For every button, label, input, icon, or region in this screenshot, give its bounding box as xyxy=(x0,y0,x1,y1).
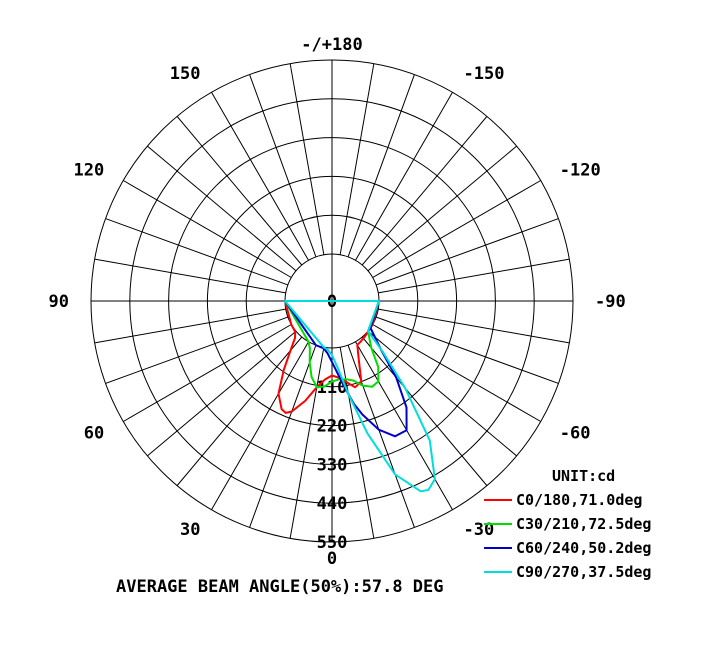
spoke-40 xyxy=(176,336,303,486)
legend-entry: C0/180,71.0deg xyxy=(516,491,642,509)
angle-label: -90 xyxy=(595,292,626,312)
spoke-280 xyxy=(378,308,570,344)
angle-label: 0 xyxy=(327,549,337,569)
spoke-120 xyxy=(123,180,292,278)
spoke-240 xyxy=(372,180,541,278)
spoke-300 xyxy=(372,324,541,422)
spoke-210 xyxy=(355,92,453,261)
spoke-250 xyxy=(375,218,559,286)
radial-tick-label: 110 xyxy=(317,378,348,398)
spoke-80 xyxy=(94,308,286,344)
spoke-230 xyxy=(367,145,517,272)
angle-labels: -/+180 150 120 90 60 30 0 -30 -60 -90 -120 -150 xyxy=(49,35,626,569)
angle-label: -30 xyxy=(464,520,495,540)
unit-label: UNIT:cd xyxy=(552,467,615,485)
legend: UNIT:cd C0/180,71.0deg C30/210,72.5deg C60… xyxy=(484,467,651,581)
spoke-140 xyxy=(176,116,303,266)
spoke-10 xyxy=(289,347,325,539)
angle-label: 90 xyxy=(49,292,69,312)
spoke-150 xyxy=(211,92,309,261)
spoke-320 xyxy=(361,336,488,486)
spoke-200 xyxy=(347,74,415,258)
angle-label: 150 xyxy=(170,64,201,84)
angle-label: 120 xyxy=(74,161,105,181)
spoke-290 xyxy=(375,316,559,384)
spoke-190 xyxy=(339,63,375,255)
angle-label: 60 xyxy=(84,424,104,444)
spoke-130 xyxy=(147,145,297,272)
angle-label: 30 xyxy=(180,520,200,540)
angle-label: -150 xyxy=(464,64,505,84)
spoke-340 xyxy=(347,344,415,528)
spoke-220 xyxy=(361,116,488,266)
angle-label: -120 xyxy=(560,161,601,181)
radial-tick-label: 440 xyxy=(317,494,348,514)
radial-tick-label: 550 xyxy=(317,533,348,553)
series-curve-3 xyxy=(284,300,436,493)
intensity-curves xyxy=(277,300,436,493)
spoke-70 xyxy=(105,316,289,384)
spoke-260 xyxy=(378,258,570,294)
series-curve-2 xyxy=(284,300,408,438)
spoke-60 xyxy=(123,324,292,422)
spoke-160 xyxy=(249,74,317,258)
spoke-20 xyxy=(249,344,317,528)
spoke-100 xyxy=(94,258,286,294)
angle-label: -60 xyxy=(560,424,591,444)
spoke-30 xyxy=(211,341,309,510)
angle-label: -/+180 xyxy=(301,35,362,55)
spoke-170 xyxy=(289,63,325,255)
spoke-110 xyxy=(105,218,289,286)
legend-entry: C60/240,50.2deg xyxy=(516,539,651,557)
legend-entry: C90/270,37.5deg xyxy=(516,563,651,581)
polar-grid xyxy=(90,59,574,543)
spoke-310 xyxy=(367,330,517,457)
footer-beam-angle: AVERAGE BEAM ANGLE(50%):57.8 DEG xyxy=(116,577,444,597)
radial-tick-label: 220 xyxy=(317,417,348,437)
spoke-50 xyxy=(147,330,297,457)
radial-tick-label: 330 xyxy=(317,455,348,475)
spoke-330 xyxy=(355,341,453,510)
series-curve-1 xyxy=(284,300,380,389)
legend-entry: C30/210,72.5deg xyxy=(516,515,651,533)
